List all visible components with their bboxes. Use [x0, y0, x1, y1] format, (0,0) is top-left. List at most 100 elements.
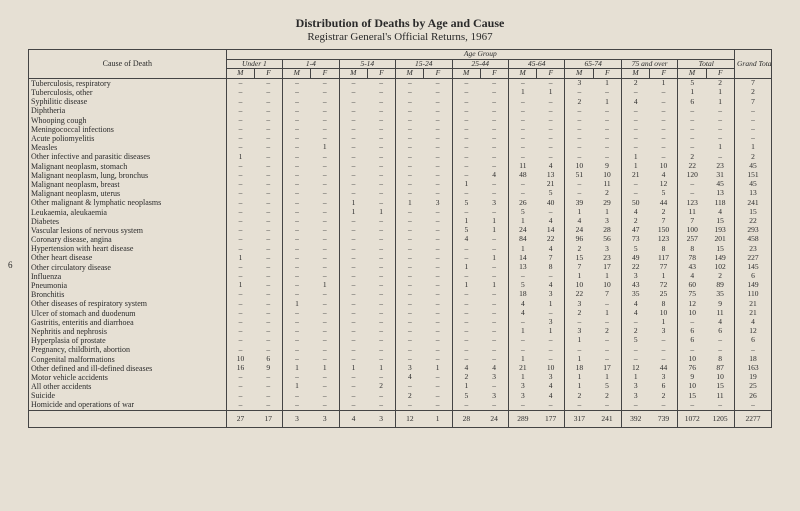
data-cell: – [339, 143, 367, 152]
data-cell: 1 [452, 217, 480, 226]
data-cell: – [311, 253, 339, 262]
cause-cell: Malignant neoplasm, lung, bronchus [29, 171, 227, 180]
data-cell: – [226, 309, 254, 318]
data-cell: 22 [537, 235, 565, 244]
data-cell: – [311, 327, 339, 336]
data-cell: – [621, 134, 649, 143]
data-cell: 43 [678, 263, 706, 272]
data-cell: – [508, 106, 536, 115]
data-cell: – [424, 88, 452, 97]
table-row: Homicide and operations of war––––––––––… [29, 400, 772, 410]
data-cell: – [480, 290, 508, 299]
data-cell: – [283, 263, 311, 272]
data-cell: – [339, 355, 367, 364]
data-cell: 6 [678, 336, 706, 345]
data-cell: – [339, 106, 367, 115]
data-cell: 5 [678, 78, 706, 88]
data-cell: – [424, 97, 452, 106]
data-cell: – [339, 125, 367, 134]
data-cell: – [226, 189, 254, 198]
grand-total-cell: 2 [735, 88, 772, 97]
data-cell: – [424, 106, 452, 115]
data-cell: 78 [678, 253, 706, 262]
data-cell: 3 [621, 382, 649, 391]
header-m: M [452, 69, 480, 79]
data-cell: – [678, 143, 706, 152]
data-cell: 4 [678, 272, 706, 281]
data-cell: – [283, 162, 311, 171]
data-cell: – [339, 290, 367, 299]
data-cell: 51 [565, 171, 593, 180]
data-cell: 3 [537, 373, 565, 382]
data-cell: – [339, 336, 367, 345]
data-cell: 7 [678, 217, 706, 226]
data-cell: – [565, 116, 593, 125]
data-cell: 1 [706, 88, 734, 97]
data-cell: – [621, 143, 649, 152]
data-cell: 2 [593, 189, 621, 198]
data-cell: 2 [621, 78, 649, 88]
data-cell: – [367, 143, 395, 152]
data-cell: – [367, 244, 395, 253]
data-cell: – [254, 88, 282, 97]
data-cell: – [339, 180, 367, 189]
data-cell: – [452, 309, 480, 318]
data-cell: – [283, 272, 311, 281]
data-cell: 10 [678, 309, 706, 318]
data-cell: – [480, 106, 508, 115]
data-cell: – [283, 189, 311, 198]
data-cell: 100 [678, 226, 706, 235]
data-cell: 3 [593, 244, 621, 253]
data-cell: – [254, 226, 282, 235]
header-m: M [508, 69, 536, 79]
data-cell: – [508, 125, 536, 134]
data-cell: 1 [593, 78, 621, 88]
data-cell: 3 [537, 318, 565, 327]
cause-cell: Tuberculosis, respiratory [29, 78, 227, 88]
data-cell: 23 [706, 162, 734, 171]
data-cell: – [311, 162, 339, 171]
data-cell: 5 [452, 198, 480, 207]
data-cell: – [452, 162, 480, 171]
data-cell: 10 [678, 355, 706, 364]
data-cell: 26 [508, 198, 536, 207]
totals-cell: 3 [283, 410, 311, 428]
data-cell: – [311, 106, 339, 115]
totals-cell: 24 [480, 410, 508, 428]
data-cell: – [678, 116, 706, 125]
data-cell: 21 [508, 364, 536, 373]
data-cell: 2 [565, 97, 593, 106]
data-cell: – [396, 88, 424, 97]
header-f: F [311, 69, 339, 79]
data-cell: – [367, 106, 395, 115]
data-cell: – [396, 162, 424, 171]
data-cell: – [424, 336, 452, 345]
totals-cell: 3 [311, 410, 339, 428]
data-cell: 2 [565, 244, 593, 253]
data-cell: – [396, 235, 424, 244]
data-cell: – [480, 355, 508, 364]
data-cell: 39 [565, 198, 593, 207]
data-cell: – [283, 336, 311, 345]
data-cell: – [283, 97, 311, 106]
data-cell: – [339, 382, 367, 391]
data-cell: 5 [508, 208, 536, 217]
data-cell: – [226, 318, 254, 327]
data-cell: – [339, 373, 367, 382]
data-cell: – [226, 171, 254, 180]
data-cell: – [396, 208, 424, 217]
grand-total-cell: 110 [735, 290, 772, 299]
totals-grand-total: 2277 [735, 410, 772, 428]
data-cell: 5 [452, 226, 480, 235]
data-cell: – [254, 106, 282, 115]
table-row: Measles–––1–––––––––––––11 [29, 143, 772, 152]
data-cell: – [367, 171, 395, 180]
data-cell: – [650, 106, 678, 115]
totals-cell: 3 [367, 410, 395, 428]
cause-cell: Hypertension with heart disease [29, 244, 227, 253]
header-f: F [254, 69, 282, 79]
data-cell: – [424, 263, 452, 272]
data-cell: 13 [706, 189, 734, 198]
grand-total-cell: – [735, 116, 772, 125]
table-row: Leukaemia, aleukaemia––––11––––5–1142114… [29, 208, 772, 217]
